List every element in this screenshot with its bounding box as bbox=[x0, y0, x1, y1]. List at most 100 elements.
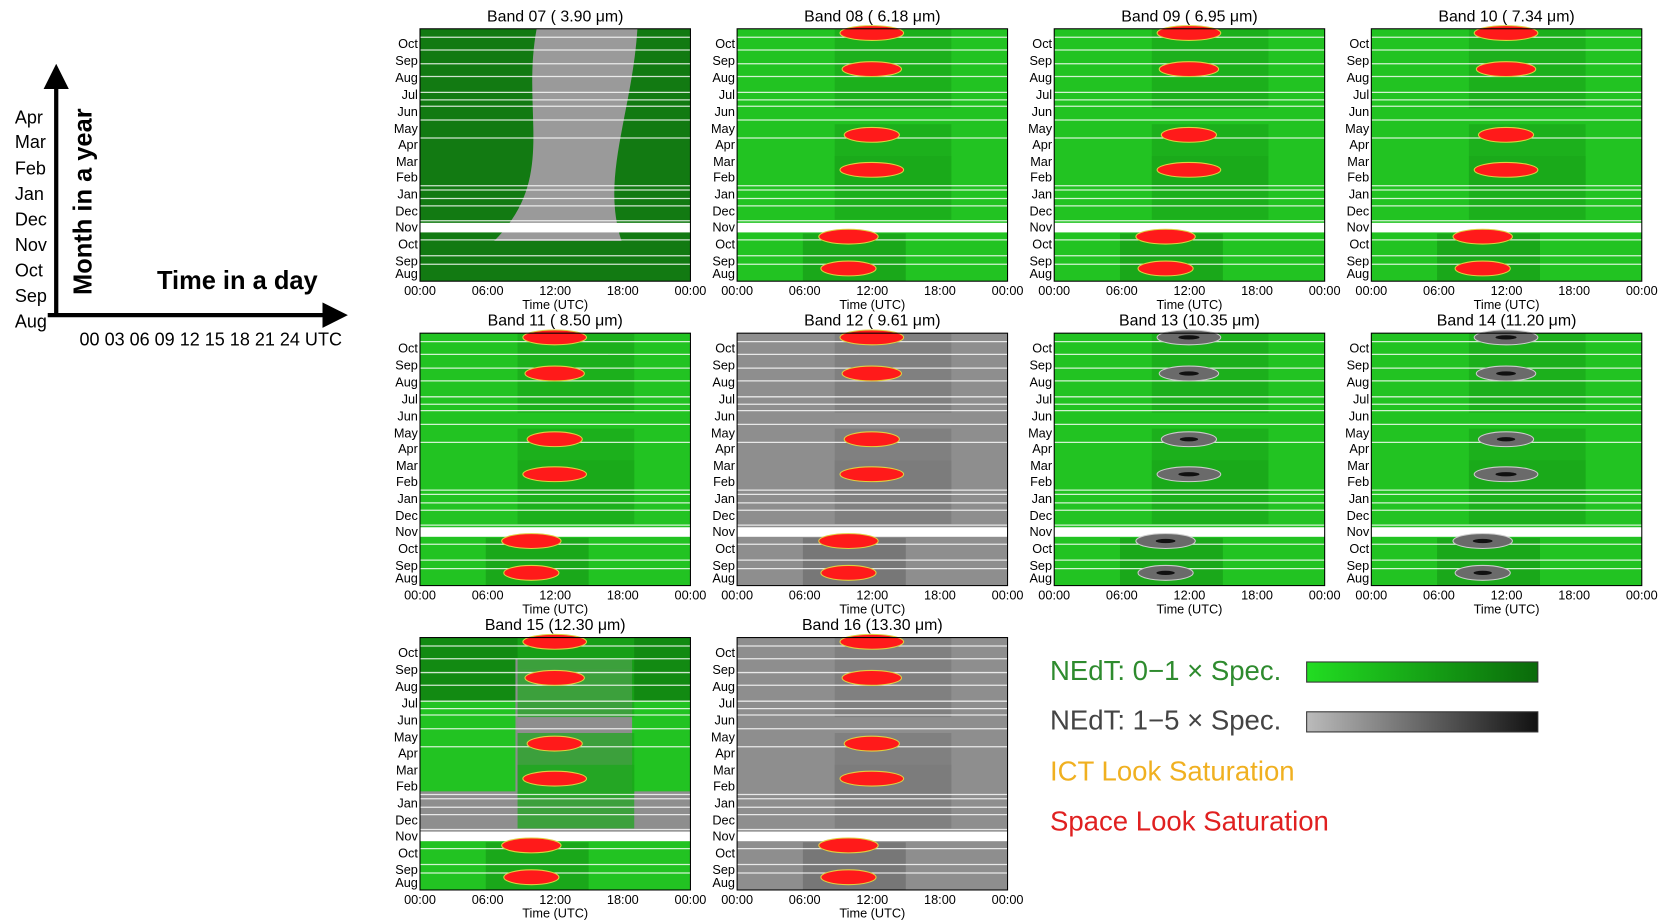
y-tick-label: Oct bbox=[1032, 236, 1052, 251]
x-title: Time (UTC) bbox=[839, 601, 905, 616]
saturation bbox=[1157, 26, 1221, 41]
x-tick-label: 06:00 bbox=[472, 588, 504, 603]
figure: Month in a year Time in a day 00 03 06 0… bbox=[0, 0, 1663, 923]
x-tick-label: 00:00 bbox=[1038, 283, 1070, 298]
saturation bbox=[842, 62, 901, 77]
y-tick-label: Oct bbox=[715, 36, 735, 51]
y-tick-label: Mar bbox=[1030, 154, 1053, 169]
saturation bbox=[504, 565, 559, 580]
y-tick-label: Jun bbox=[714, 104, 735, 119]
data-gap bbox=[1054, 527, 1324, 537]
y-tick-label: Oct bbox=[715, 645, 735, 660]
x-tick-label: 12:00 bbox=[539, 892, 571, 907]
y-tick-label: Oct bbox=[715, 541, 735, 556]
y-tick-label: Jun bbox=[714, 408, 735, 423]
y-tick-label: Aug bbox=[712, 875, 735, 890]
y-tick-label: Mar bbox=[1347, 154, 1370, 169]
y-tick-label: Sep bbox=[395, 53, 418, 68]
legend: NEdT: 0−1 × Spec. NEdT: 1−5 × Spec. ICT … bbox=[1050, 655, 1538, 837]
y-tick-label: May bbox=[394, 425, 419, 440]
legend-bar bbox=[1307, 712, 1538, 732]
y-tick-label: Apr bbox=[398, 137, 419, 152]
x-title: Time in a day bbox=[157, 267, 319, 295]
y-tick-label: Oct bbox=[1349, 541, 1369, 556]
y-tick-label: Nov bbox=[395, 828, 418, 843]
x-title: Time (UTC) bbox=[839, 906, 905, 921]
panel-title: Band 14 (11.20 μm) bbox=[1437, 313, 1577, 330]
y-tick-label: May bbox=[711, 121, 736, 136]
y-tick-label: Apr bbox=[1032, 137, 1053, 152]
panel: Band 12 ( 9.61 μm)OctSepAugJulJunMayAprM… bbox=[711, 313, 1024, 617]
saturation bbox=[1136, 229, 1195, 244]
x-tick-label: 00:00 bbox=[1309, 283, 1341, 298]
y-tick-label: Jan bbox=[714, 491, 735, 506]
panel-title: Band 09 ( 6.95 μm) bbox=[1121, 8, 1257, 25]
data-gap bbox=[1371, 223, 1641, 233]
x-tick-label: 18:00 bbox=[1558, 588, 1590, 603]
panel-title: Band 07 ( 3.90 μm) bbox=[487, 8, 623, 25]
x-title: Time (UTC) bbox=[1474, 297, 1540, 312]
x-tick-label: 06:00 bbox=[789, 588, 821, 603]
saturation bbox=[840, 162, 904, 177]
x-tick-label: 12:00 bbox=[1491, 283, 1523, 298]
legend-label: Space Look Saturation bbox=[1050, 805, 1329, 836]
y-tick-label: Feb bbox=[1347, 170, 1369, 185]
y-tick-label: Jun bbox=[1349, 408, 1370, 423]
y-tick-label: Apr bbox=[398, 441, 419, 456]
y-tick-label: Mar bbox=[713, 763, 736, 778]
y-tick-label: Oct bbox=[715, 845, 735, 860]
y-tick-label: Aug bbox=[395, 875, 418, 890]
y-tick-label: Sep bbox=[395, 357, 418, 372]
panels: Band 07 ( 3.90 μm)OctSepAugJulJunMayAprM… bbox=[394, 8, 1658, 920]
data-gap bbox=[420, 832, 690, 842]
x-tick-label: 06:00 bbox=[472, 283, 504, 298]
panel-title: Band 11 ( 8.50 μm) bbox=[488, 313, 623, 330]
x-tick-label: 00:00 bbox=[404, 283, 436, 298]
y-tick-label: May bbox=[1345, 121, 1370, 136]
data-gap bbox=[420, 527, 690, 537]
y-tick-label: Sep bbox=[712, 357, 735, 372]
data-gap bbox=[737, 223, 1007, 233]
saturation-core bbox=[1179, 371, 1199, 375]
x-tick-label: 06:00 bbox=[789, 283, 821, 298]
y-tick-label: Sep bbox=[1347, 53, 1370, 68]
y-tick-label: Oct bbox=[398, 645, 418, 660]
x-tick-label: 12:00 bbox=[856, 283, 888, 298]
y-tick-label: Apr bbox=[1349, 137, 1370, 152]
x-tick-label: 12:00 bbox=[1174, 283, 1206, 298]
y-tick-label: Oct bbox=[1349, 340, 1369, 355]
y-tick-label: Jan bbox=[1349, 187, 1370, 202]
y-tick-label: Jul bbox=[719, 391, 735, 406]
saturation-core bbox=[1474, 571, 1492, 575]
saturation bbox=[523, 634, 587, 649]
panel-title: Band 13 (10.35 μm) bbox=[1119, 313, 1260, 330]
x-tick-label: 12:00 bbox=[856, 892, 888, 907]
x-title: Time (UTC) bbox=[522, 906, 588, 921]
y-tick-label: Aug bbox=[712, 266, 735, 281]
y-tick-label: Aug bbox=[712, 679, 735, 694]
y-tick-label: Sep bbox=[712, 53, 735, 68]
x-tick-label: 18:00 bbox=[924, 588, 956, 603]
x-title: Time (UTC) bbox=[522, 297, 588, 312]
y-tick-label: Feb bbox=[396, 778, 418, 793]
y-tick-label: Aug bbox=[395, 70, 418, 85]
y-tick-label: Oct bbox=[715, 340, 735, 355]
saturation bbox=[1478, 127, 1533, 142]
saturation bbox=[844, 432, 899, 447]
y-tick-label: Oct bbox=[1349, 36, 1369, 51]
y-tick-label: Feb bbox=[713, 474, 735, 489]
x-tick-label: 00:00 bbox=[721, 892, 753, 907]
saturation bbox=[821, 565, 876, 580]
y-tick-label: Sep bbox=[1029, 53, 1052, 68]
y-tick-label: Aug bbox=[395, 571, 418, 586]
y-tick-label: Jan bbox=[397, 187, 418, 202]
x-tick-label: 00:00 bbox=[1309, 588, 1341, 603]
x-tick-label: 00:00 bbox=[404, 892, 436, 907]
y-tick-label: Aug bbox=[712, 374, 735, 389]
y-tick-label: Jan bbox=[1032, 491, 1053, 506]
y-tick-label: Apr bbox=[715, 441, 736, 456]
x-tick-label: 00:00 bbox=[675, 588, 707, 603]
y-tick-label: Oct bbox=[398, 340, 418, 355]
x-tick-label: 06:00 bbox=[1423, 283, 1455, 298]
saturation bbox=[821, 870, 876, 885]
